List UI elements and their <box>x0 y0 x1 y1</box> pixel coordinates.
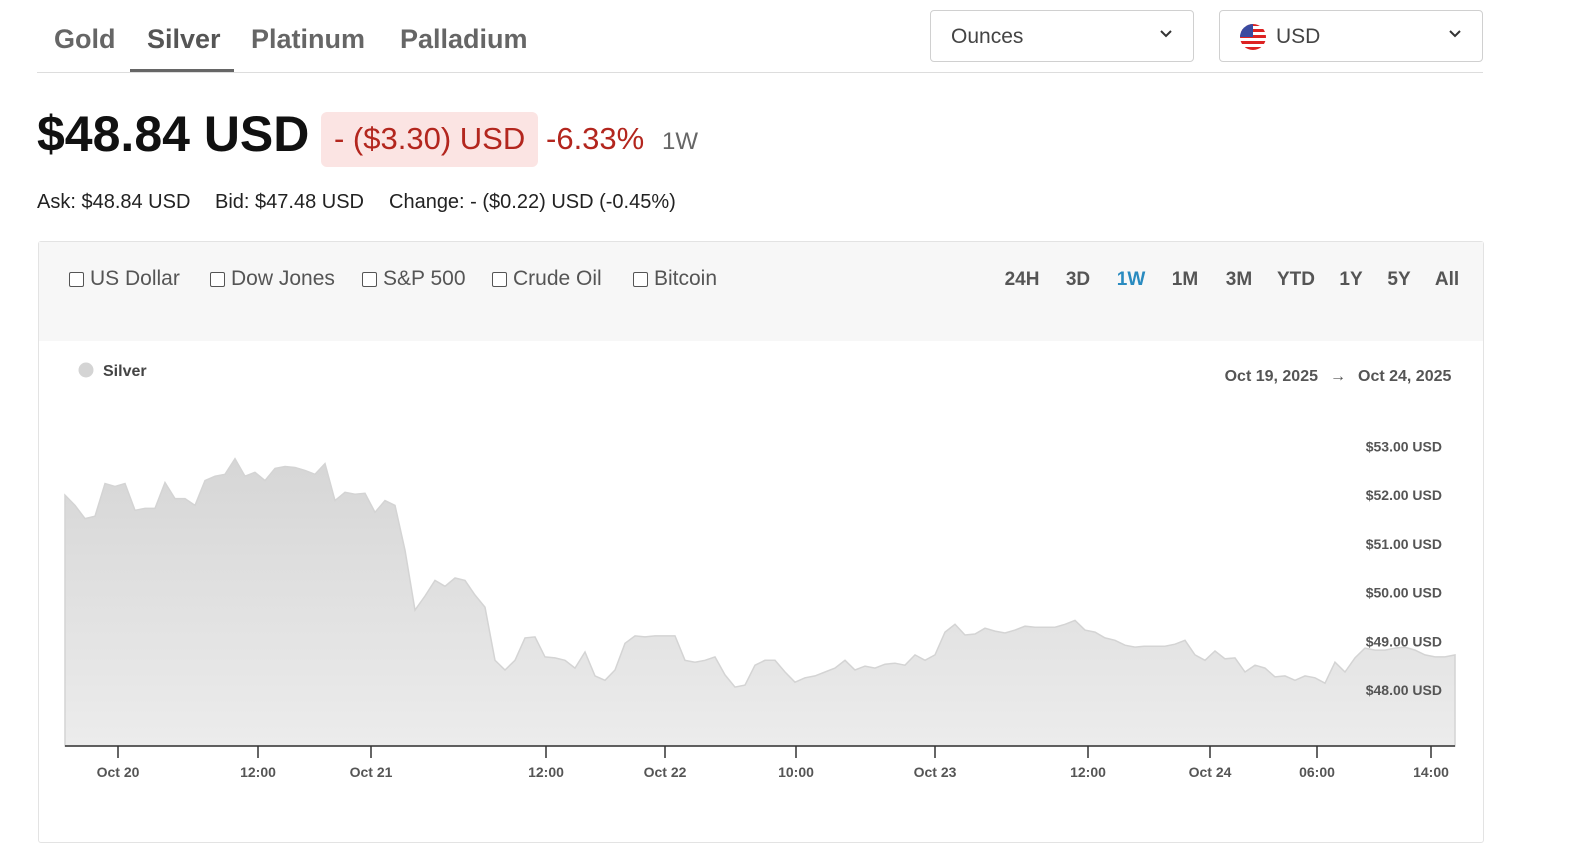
date-arrow: → <box>1330 368 1346 385</box>
y-tick-label: $50.00 USD <box>1366 585 1442 601</box>
compare-label: Dow Jones <box>231 267 335 290</box>
date-from: Oct 19, 2025 <box>1225 368 1319 385</box>
legend-swatch <box>78 362 94 378</box>
price-change: - ($3.30) USD <box>334 121 526 156</box>
date-to: Oct 24, 2025 <box>1358 368 1452 385</box>
x-tick-label: 10:00 <box>778 764 814 780</box>
chevron <box>1160 30 1172 38</box>
currency-select[interactable]: USD <box>1219 10 1483 62</box>
y-tick-label: $53.00 USD <box>1366 439 1442 455</box>
range-button[interactable]: 1Y <box>1339 269 1363 290</box>
unit-select[interactable]: Ounces <box>930 10 1194 62</box>
chart-toolbar <box>39 242 1483 341</box>
range-button[interactable]: 24H <box>1004 269 1040 290</box>
y-tick-label: $48.00 USD <box>1366 682 1442 698</box>
metal-tab[interactable]: Silver <box>147 24 221 54</box>
compare-label: US Dollar <box>90 267 180 290</box>
x-tick-label: 06:00 <box>1299 764 1335 780</box>
range-button[interactable]: 5Y <box>1387 269 1411 290</box>
compare-label: S&P 500 <box>383 267 466 290</box>
area <box>64 457 1456 747</box>
metal-tab[interactable]: Palladium <box>400 24 528 54</box>
compare-option[interactable]: S&P 500 <box>362 267 466 291</box>
checkbox[interactable] <box>492 271 507 287</box>
y-tick-label: $52.00 USD <box>1366 487 1442 503</box>
checkbox[interactable] <box>69 271 84 287</box>
range-button[interactable]: All <box>1434 269 1460 290</box>
page: Gold Silver Platinum Palladium Ounces USD $… <box>37 10 1484 843</box>
metal-tab[interactable]: Platinum <box>251 24 366 54</box>
price: $48.84 USD <box>37 106 310 162</box>
ask: Ask: $48.84 USD <box>37 191 191 213</box>
compare-option[interactable]: Bitcoin <box>633 267 717 291</box>
x-tick-label: 12:00 <box>528 764 564 780</box>
period: 1W <box>662 128 698 155</box>
range-button[interactable]: YTD <box>1277 269 1315 290</box>
range-button[interactable]: 3M <box>1225 269 1253 290</box>
compare-label: Bitcoin <box>654 267 718 290</box>
x-tick-label: Oct 21 <box>350 764 393 780</box>
compare-label: Crude Oil <box>513 267 602 290</box>
us-flag <box>1240 24 1266 50</box>
compare-option[interactable]: Dow Jones <box>210 267 335 291</box>
compare-option[interactable]: US Dollar <box>69 267 180 291</box>
legend-label: Silver <box>103 363 147 380</box>
x-tick-label: 14:00 <box>1413 764 1449 780</box>
bid: Bid: $47.48 USD <box>215 191 364 213</box>
change-pill <box>321 112 538 167</box>
range-button[interactable]: 1W <box>1116 269 1146 290</box>
checkbox[interactable] <box>633 271 648 287</box>
price-change-percent: -6.33% <box>546 121 645 156</box>
x-tick-label: Oct 24 <box>1189 764 1232 780</box>
daily-change: Change: - ($0.22) USD (-0.45%) <box>389 191 676 213</box>
range-button[interactable]: 3D <box>1065 269 1091 290</box>
currency-select-value: USD <box>1276 25 1321 48</box>
tab-divider <box>37 72 1483 73</box>
x-tick-label: 12:00 <box>1070 764 1106 780</box>
x-tick-label: 12:00 <box>240 764 276 780</box>
chevron <box>1449 30 1461 38</box>
range-button[interactable]: 1M <box>1171 269 1199 290</box>
y-tick-label: $51.00 USD <box>1366 536 1442 552</box>
x-tick-label: Oct 22 <box>644 764 687 780</box>
x-tick-label: Oct 20 <box>97 764 140 780</box>
chart: Silver Oct 19, 2025 → Oct 24, 2025 $48.0… <box>64 362 1456 780</box>
unit-select-value: Ounces <box>951 25 1024 48</box>
x-tick-label: Oct 23 <box>914 764 957 780</box>
checkbox[interactable] <box>362 271 377 287</box>
checkbox[interactable] <box>210 271 225 287</box>
y-tick-label: $49.00 USD <box>1366 633 1442 649</box>
active-tab-indicator <box>130 69 234 72</box>
metal-tab[interactable]: Gold <box>54 24 116 54</box>
compare-option[interactable]: Crude Oil <box>492 267 602 291</box>
